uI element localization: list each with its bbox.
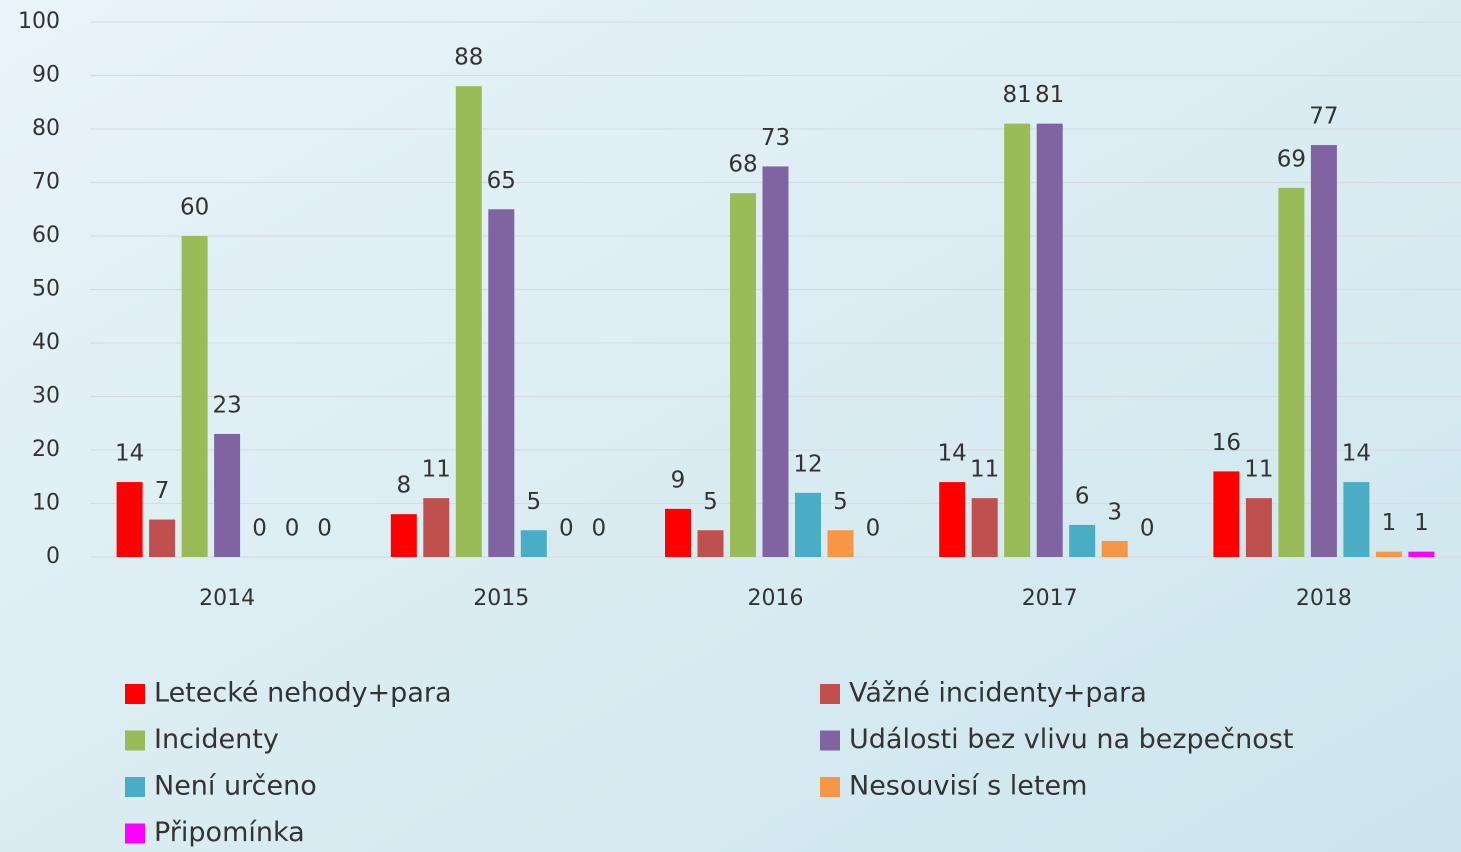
bar	[423, 498, 450, 557]
data-label: 73	[761, 125, 790, 151]
data-label: 5	[526, 489, 541, 515]
data-label: 14	[1342, 441, 1371, 467]
bar	[730, 193, 756, 557]
x-tick-label: 2017	[1022, 586, 1078, 611]
data-label: 0	[591, 516, 606, 542]
data-label: 12	[793, 451, 822, 477]
data-label: 11	[970, 457, 999, 483]
data-label: 81	[1003, 82, 1032, 108]
bar	[971, 498, 998, 557]
legend-swatch	[125, 730, 145, 751]
data-label: 0	[285, 516, 300, 542]
data-label: 14	[115, 441, 144, 467]
bar	[1278, 187, 1305, 557]
y-tick-label: 90	[32, 63, 60, 88]
data-label: 3	[1107, 499, 1122, 525]
bar	[149, 519, 176, 557]
x-tick-label: 2016	[748, 586, 804, 611]
data-label: 23	[212, 392, 241, 418]
data-label: 88	[454, 45, 483, 71]
bar	[1310, 145, 1337, 558]
bar	[939, 482, 966, 557]
y-tick-label: 60	[32, 223, 60, 248]
bar	[665, 508, 691, 557]
legend-label: Připomínka	[154, 817, 305, 848]
data-label: 14	[938, 441, 967, 467]
bar	[488, 209, 515, 557]
x-tick-label: 2014	[199, 586, 255, 611]
y-tick-label: 40	[32, 330, 60, 355]
bar	[1375, 551, 1402, 557]
data-label: 0	[866, 516, 881, 542]
data-label: 5	[833, 489, 848, 515]
data-label: 69	[1277, 146, 1306, 172]
y-tick-label: 50	[32, 277, 60, 302]
data-label: 81	[1035, 82, 1064, 108]
bar	[1004, 123, 1031, 558]
bar	[520, 530, 547, 557]
legend-swatch	[820, 777, 840, 797]
y-tick-label: 30	[32, 384, 60, 409]
bar	[1101, 540, 1128, 557]
data-label: 68	[728, 152, 757, 178]
bar	[1213, 471, 1240, 557]
bar	[697, 530, 724, 557]
bar	[827, 530, 854, 557]
data-label: 0	[559, 516, 574, 542]
bar	[455, 86, 482, 557]
data-label: 8	[396, 473, 411, 499]
legend-label: Vážné incidenty+para	[849, 678, 1147, 709]
legend-swatch	[820, 730, 840, 751]
bar	[1069, 524, 1096, 557]
bar	[1036, 123, 1063, 558]
data-label: 11	[422, 457, 451, 483]
data-label: 16	[1212, 430, 1241, 456]
legend-label: Nesouvisí s letem	[849, 771, 1087, 802]
data-label: 9	[671, 467, 686, 493]
data-label: 5	[703, 489, 718, 515]
data-label: 11	[1244, 457, 1273, 483]
bar	[116, 482, 143, 557]
bar	[795, 492, 821, 557]
bar	[1245, 498, 1272, 557]
legend-swatch	[125, 684, 145, 704]
bar	[214, 433, 241, 557]
data-label: 1	[1414, 510, 1429, 536]
y-tick-label: 0	[46, 544, 60, 569]
legend-label: Není určeno	[154, 771, 317, 802]
data-label: 6	[1075, 483, 1090, 509]
data-label: 65	[487, 168, 516, 194]
data-label: 0	[317, 516, 332, 542]
y-tick-label: 70	[32, 170, 60, 195]
bar	[1343, 482, 1370, 557]
x-tick-label: 2015	[473, 586, 529, 611]
legend-swatch	[125, 823, 145, 844]
y-tick-label: 100	[18, 9, 60, 34]
data-label: 1	[1382, 510, 1397, 536]
legend-swatch	[125, 777, 145, 797]
data-label: 77	[1309, 104, 1338, 130]
legend-swatch	[820, 684, 840, 704]
bar	[762, 166, 789, 557]
data-label: 0	[252, 516, 267, 542]
legend-label: Incidenty	[154, 724, 279, 755]
y-tick-label: 80	[32, 116, 60, 141]
x-tick-label: 2018	[1296, 586, 1352, 611]
bar	[390, 514, 417, 557]
y-tick-label: 20	[32, 437, 60, 462]
bar	[181, 236, 208, 557]
data-label: 7	[155, 478, 170, 504]
legend-label: Letecké nehody+para	[154, 678, 452, 709]
legend-label: Události bez vlivu na bezpečnost	[849, 724, 1293, 755]
bar	[1408, 551, 1435, 557]
data-label: 60	[180, 195, 209, 221]
data-label: 0	[1140, 516, 1155, 542]
y-tick-label: 10	[32, 491, 60, 516]
